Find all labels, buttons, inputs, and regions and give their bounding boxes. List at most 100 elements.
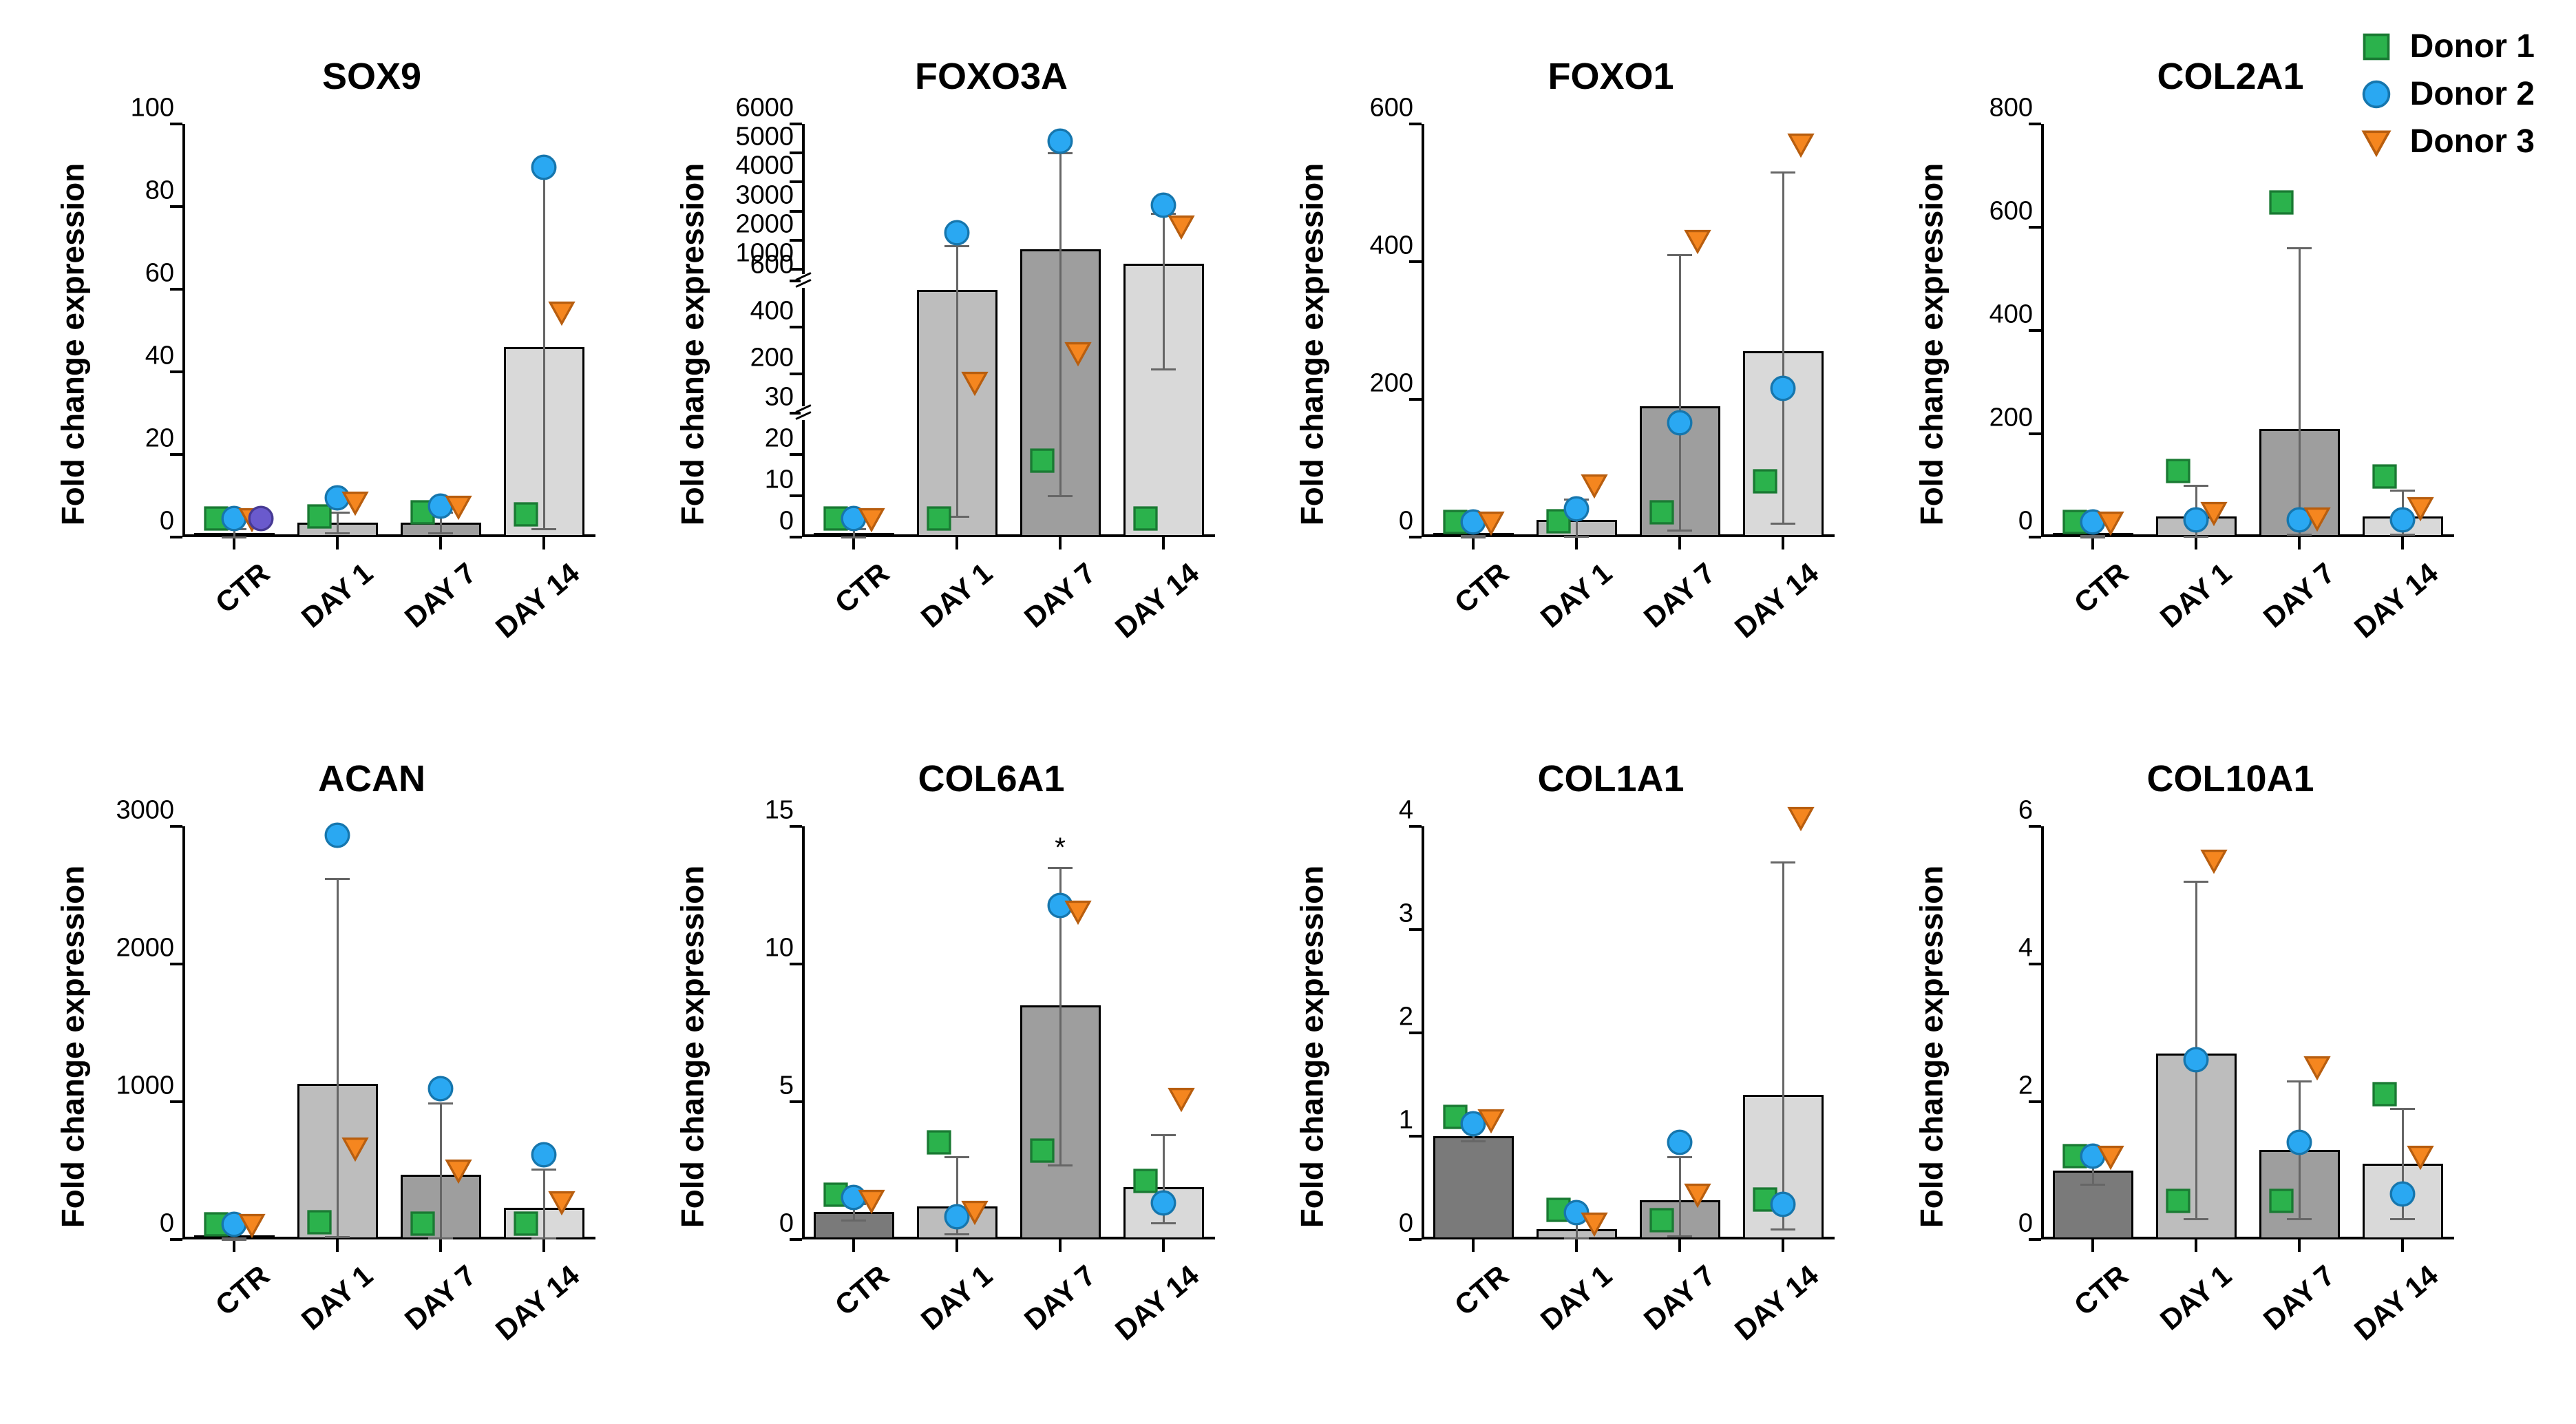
x-tick	[2091, 537, 2094, 549]
x-tick	[956, 537, 958, 549]
y-tick	[2029, 123, 2041, 125]
data-point	[2182, 1045, 2210, 1074]
x-tick	[1782, 1239, 1784, 1252]
y-tick	[1409, 1135, 1422, 1138]
data-point	[2285, 1128, 2314, 1157]
data-point	[2370, 462, 2399, 491]
data-point	[942, 218, 971, 247]
x-tick	[2298, 1239, 2301, 1252]
y-axis-label: Fold change expression	[48, 854, 96, 1239]
y-tick-label: 6000	[697, 94, 794, 123]
x-tick-label: CTR	[1415, 1259, 1515, 1350]
y-tick-label: 0	[697, 507, 794, 536]
error-cap	[1564, 1237, 1589, 1239]
y-tick	[2029, 226, 2041, 229]
y-tick	[790, 326, 802, 328]
error-cap	[1771, 523, 1795, 525]
x-tick	[1472, 537, 1475, 549]
data-point	[1149, 1189, 1178, 1217]
plot-area: 0200400600CTRDAY 1DAY 7DAY 14	[1422, 124, 1835, 537]
panel: COL6A1Fold change expression051015CTRDAY…	[675, 757, 1232, 1377]
y-tick	[790, 180, 802, 183]
data-point	[1477, 1105, 1506, 1134]
x-tick-label: DAY 7	[2241, 556, 2341, 648]
data-point	[2096, 507, 2125, 536]
y-tick-label: 80	[78, 176, 174, 206]
x-tick	[2298, 537, 2301, 549]
x-tick	[542, 1239, 545, 1252]
data-point	[2267, 188, 2296, 217]
x-tick-label: DAY 1	[2137, 556, 2238, 648]
panel-title: FOXO3A	[675, 55, 1232, 98]
y-tick	[170, 963, 182, 965]
y-tick	[790, 123, 802, 125]
y-tick	[170, 123, 182, 125]
y-tick	[790, 1100, 802, 1103]
y-tick	[170, 536, 182, 538]
y-tick	[790, 536, 802, 538]
error-bar	[337, 879, 339, 1237]
y-tick-label: 2	[1317, 1003, 1413, 1032]
data-point	[2370, 1080, 2399, 1109]
y-tick-label: 600	[1317, 94, 1413, 123]
error-cap	[2184, 1218, 2208, 1220]
panel: SOX9Fold change expression020406080100CT…	[55, 55, 613, 675]
y-tick	[1409, 1032, 1422, 1034]
x-tick	[336, 1239, 339, 1252]
axis-break-icon	[795, 273, 812, 289]
y-tick	[170, 825, 182, 828]
x-tick	[439, 1239, 442, 1252]
y-tick-label: 2	[1936, 1071, 2033, 1101]
y-tick-label: 0	[697, 1209, 794, 1239]
x-tick	[233, 537, 235, 549]
data-point	[305, 1208, 334, 1237]
data-point	[1580, 470, 1609, 499]
y-tick-label: 15	[697, 796, 794, 826]
x-tick	[1678, 537, 1681, 549]
y-tick-label: 20	[78, 424, 174, 454]
data-point	[960, 368, 989, 397]
x-tick	[2195, 537, 2197, 549]
error-cap	[1667, 530, 1692, 532]
panel-title: COL6A1	[675, 757, 1232, 800]
y-tick	[790, 210, 802, 213]
y-tick-label: 400	[1317, 231, 1413, 261]
y-tick	[1409, 536, 1422, 538]
y-tick-label: 40	[78, 342, 174, 371]
error-bar	[337, 512, 339, 533]
error-bar	[1059, 153, 1062, 496]
data-point	[1769, 1190, 1797, 1219]
data-point	[1477, 507, 1506, 536]
x-tick	[1059, 1239, 1062, 1252]
x-tick	[233, 1239, 235, 1252]
data-point	[1683, 1180, 1712, 1208]
plot-area: 0102030200400600100020003000400050006000…	[802, 124, 1215, 537]
panel: COL1A1Fold change expression01234CTRDAY …	[1294, 757, 1852, 1377]
significance-marker: *	[1055, 833, 1066, 863]
data-point	[323, 821, 352, 850]
x-tick-label: DAY 14	[2344, 556, 2445, 648]
y-tick	[170, 370, 182, 373]
x-tick	[1575, 537, 1578, 549]
data-point	[2406, 1142, 2435, 1171]
error-bar	[1679, 1157, 1681, 1237]
y-axis-label-text: Fold change expression	[1912, 866, 1950, 1228]
x-tick	[852, 537, 855, 549]
y-tick-label: 0	[78, 507, 174, 536]
data-point	[925, 1128, 953, 1157]
y-tick-label: 4	[1936, 934, 2033, 963]
y-tick	[1409, 1238, 1422, 1241]
y-axis	[182, 826, 185, 1239]
x-tick-label: CTR	[795, 556, 896, 648]
y-tick-label: 0	[1936, 507, 2033, 536]
error-bar	[1782, 172, 1784, 523]
panel: ACANFold change expression0100020003000C…	[55, 757, 613, 1377]
data-point	[444, 492, 473, 521]
x-tick-label: DAY 1	[1518, 556, 1618, 648]
x-tick-label: DAY 7	[382, 556, 483, 648]
error-cap	[2287, 247, 2312, 249]
x-tick-label: DAY 7	[1621, 1259, 1722, 1350]
data-point	[2303, 503, 2332, 532]
data-point	[547, 1187, 576, 1216]
y-tick	[790, 963, 802, 965]
